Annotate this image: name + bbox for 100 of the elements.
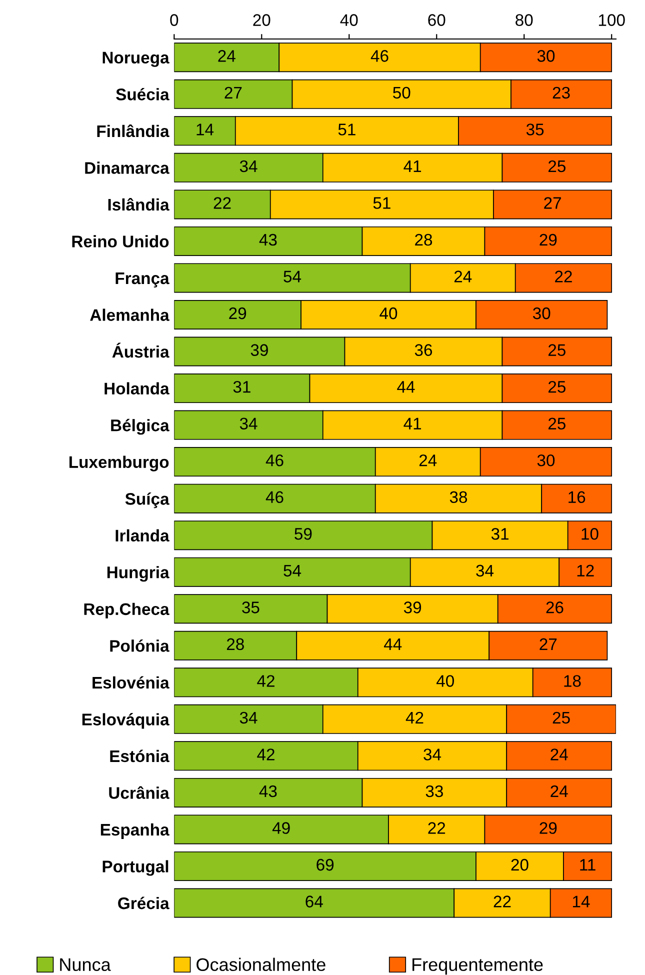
data-label: 51 bbox=[373, 197, 390, 209]
data-label: 41 bbox=[404, 418, 422, 430]
data-label: 42 bbox=[406, 712, 424, 724]
data-label: 22 bbox=[494, 896, 511, 908]
y-tick-label: Luxemburgo bbox=[69, 456, 169, 472]
data-label: 24 bbox=[419, 454, 437, 466]
x-tick-label: 20 bbox=[253, 14, 270, 26]
data-label: 27 bbox=[544, 197, 561, 209]
x-tick-label: 40 bbox=[340, 14, 358, 26]
y-tick-label: Espanha bbox=[100, 823, 170, 839]
data-label: 28 bbox=[415, 234, 432, 246]
data-label: 29 bbox=[540, 234, 557, 246]
y-tick-label: Ucrânia bbox=[109, 786, 170, 799]
data-label: 46 bbox=[266, 454, 284, 466]
y-tick-label: Dinamarca bbox=[85, 162, 170, 174]
data-label: 35 bbox=[526, 124, 544, 136]
data-label: 14 bbox=[572, 896, 590, 908]
data-label: 50 bbox=[393, 86, 410, 99]
data-label: 23 bbox=[552, 86, 570, 99]
data-label: 24 bbox=[550, 748, 568, 760]
y-tick-label: Eslovénia bbox=[92, 676, 170, 689]
data-label: 38 bbox=[450, 491, 468, 504]
y-tick-label: Bélgica bbox=[111, 418, 170, 435]
data-label: 39 bbox=[404, 602, 422, 614]
data-label: 34 bbox=[424, 748, 442, 760]
data-label: 42 bbox=[257, 748, 274, 760]
data-label: 25 bbox=[548, 418, 566, 430]
data-label: 31 bbox=[491, 528, 509, 540]
data-label: 69 bbox=[316, 858, 334, 871]
data-label: 46 bbox=[266, 491, 284, 504]
data-label: 54 bbox=[284, 564, 302, 577]
y-tick-label: Polónia bbox=[110, 639, 170, 652]
data-label: 43 bbox=[259, 785, 277, 798]
data-label: 35 bbox=[242, 602, 260, 614]
data-label: 14 bbox=[196, 124, 214, 136]
data-label: 29 bbox=[229, 307, 246, 320]
data-label: 46 bbox=[370, 50, 388, 62]
x-tick-label: 60 bbox=[428, 14, 446, 26]
data-label: 24 bbox=[218, 50, 236, 62]
y-tick-label: Irlanda bbox=[116, 529, 170, 542]
data-label: 10 bbox=[582, 528, 598, 540]
y-tick-label: Holanda bbox=[104, 382, 170, 394]
data-label: 30 bbox=[532, 307, 550, 320]
data-label: 49 bbox=[272, 822, 290, 834]
data-label: 51 bbox=[338, 124, 356, 136]
data-label: 31 bbox=[233, 380, 250, 393]
y-tick-label: Suíça bbox=[125, 492, 170, 508]
y-tick-label: Eslováquia bbox=[82, 713, 170, 729]
x-tick-label: 80 bbox=[516, 14, 533, 26]
data-label: 59 bbox=[294, 528, 312, 540]
data-label: 34 bbox=[240, 418, 258, 430]
data-label: 40 bbox=[380, 307, 398, 320]
legend-label: Nunca bbox=[60, 958, 111, 972]
data-label: 25 bbox=[548, 380, 566, 393]
x-tick-label: 0 bbox=[170, 14, 178, 26]
data-label: 44 bbox=[397, 381, 415, 393]
y-tick-label: Rep.Checa bbox=[84, 602, 170, 618]
data-label: 39 bbox=[250, 344, 268, 356]
data-label: 25 bbox=[548, 344, 566, 356]
y-tick-label: França bbox=[116, 272, 170, 288]
y-tick-label: Islândia bbox=[108, 198, 170, 211]
y-tick-label: Finlândia bbox=[97, 124, 170, 138]
data-label: 16 bbox=[568, 491, 586, 504]
y-tick-label: Alemanha bbox=[90, 308, 170, 321]
data-label: 40 bbox=[436, 675, 454, 687]
data-label: 24 bbox=[550, 785, 568, 798]
data-label: 24 bbox=[454, 270, 472, 282]
data-label: 11 bbox=[580, 859, 596, 871]
data-label: 30 bbox=[537, 50, 555, 62]
y-tick-label: Hungria bbox=[107, 566, 170, 582]
y-tick-label: Noruega bbox=[102, 52, 170, 67]
data-label: 28 bbox=[226, 638, 244, 650]
data-label: 22 bbox=[214, 197, 231, 209]
data-label: 41 bbox=[404, 160, 422, 172]
data-label: 64 bbox=[306, 896, 323, 908]
data-label: 36 bbox=[414, 344, 432, 356]
data-label: 20 bbox=[511, 858, 528, 871]
data-label: 27 bbox=[224, 86, 242, 98]
data-label: 22 bbox=[428, 822, 446, 834]
data-label: 25 bbox=[548, 160, 566, 172]
data-label: 34 bbox=[476, 564, 494, 577]
data-label: 30 bbox=[537, 454, 555, 466]
data-label: 44 bbox=[384, 638, 402, 650]
y-tick-label: Áustria bbox=[112, 342, 170, 358]
data-label: 33 bbox=[426, 785, 443, 798]
y-tick-label: Reino Unido bbox=[72, 235, 169, 248]
data-label: 29 bbox=[540, 822, 557, 834]
data-label: 27 bbox=[540, 638, 557, 650]
data-label: 42 bbox=[257, 675, 274, 687]
data-label: 22 bbox=[555, 270, 572, 282]
data-label: 12 bbox=[577, 564, 594, 576]
y-tick-label: Grécia bbox=[118, 896, 170, 910]
y-tick-label: Suécia bbox=[116, 88, 170, 100]
data-label: 26 bbox=[546, 602, 564, 614]
legend-label: Frequentemente bbox=[412, 958, 543, 975]
data-label: 25 bbox=[552, 712, 570, 724]
y-tick-label: Portugal bbox=[102, 860, 168, 876]
data-label: 34 bbox=[240, 160, 258, 172]
x-tick-label: 100 bbox=[598, 14, 625, 26]
data-label: 54 bbox=[284, 270, 302, 282]
